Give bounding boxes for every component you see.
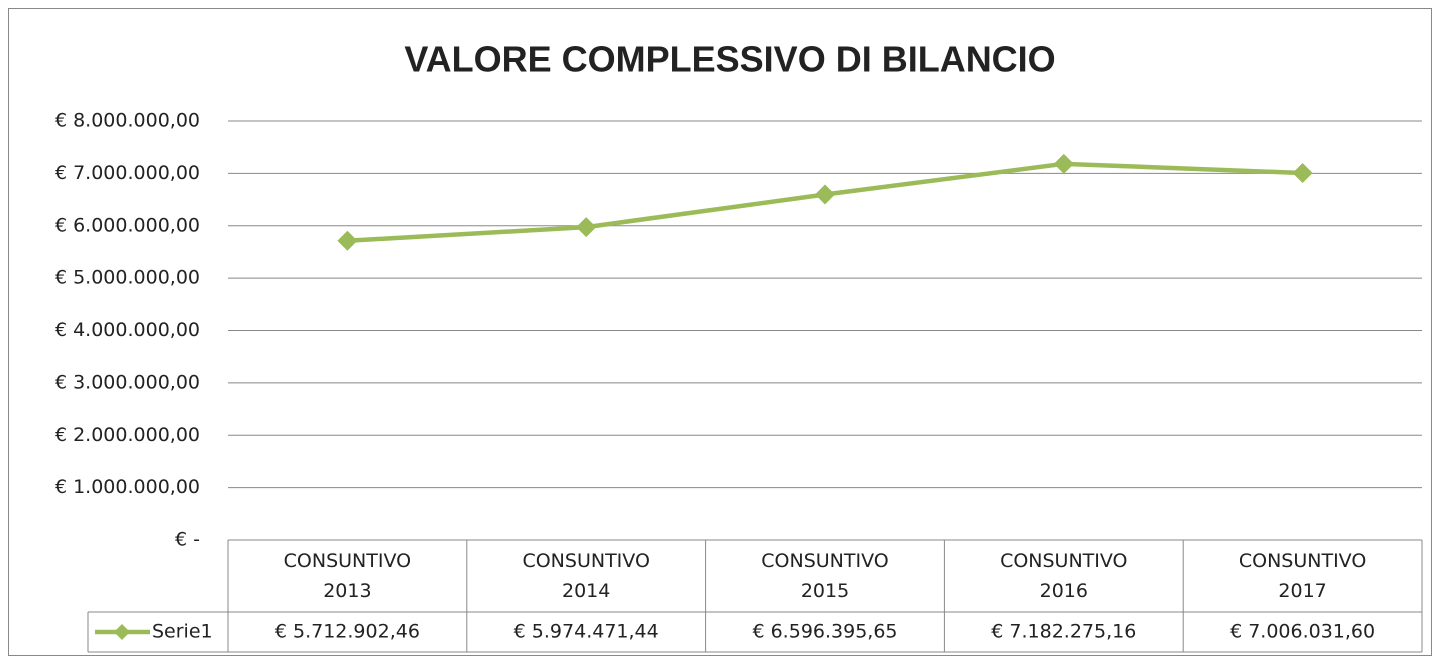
data-table-value: € 7.006.031,60	[1230, 621, 1375, 643]
x-tick-label: CONSUNTIVO 2014	[522, 550, 650, 602]
x-tick-label: CONSUNTIVO 2016	[1000, 550, 1128, 602]
y-tick-label: € 3.000.000,00	[55, 371, 200, 393]
data-point	[1292, 163, 1313, 184]
legend-marker	[114, 624, 130, 640]
y-tick-label: € 6.000.000,00	[55, 214, 200, 236]
chart-title: VALORE COMPLESSIVO DI BILANCIO	[404, 39, 1055, 80]
chart-border	[8, 8, 1432, 656]
data-table-value: € 5.974.471,44	[514, 621, 659, 643]
data-point	[576, 217, 597, 238]
data-point	[337, 230, 358, 251]
y-tick-label: € 4.000.000,00	[55, 319, 200, 341]
data-point	[815, 184, 835, 205]
data-table-value: € 5.712.902,46	[275, 621, 420, 643]
y-tick-label: € 1.000.000,00	[55, 476, 200, 498]
y-tick-label: € 7.000.000,00	[55, 162, 200, 184]
legend-label: Serie1	[152, 621, 213, 643]
data-point	[1053, 153, 1074, 174]
data-table-value: € 7.182.275,16	[991, 621, 1136, 643]
x-tick-label: CONSUNTIVO 2017	[1238, 550, 1367, 602]
y-tick-label: € 8.000.000,00	[55, 110, 200, 132]
y-tick-label: € -	[175, 529, 200, 551]
data-table-value: € 6.596.395,65	[752, 621, 897, 643]
x-tick-label: CONSUNTIVO 2015	[761, 550, 889, 602]
y-tick-label: € 5.000.000,00	[55, 267, 200, 289]
x-tick-label: CONSUNTIVO 2013	[283, 550, 412, 602]
y-tick-label: € 2.000.000,00	[55, 424, 200, 446]
